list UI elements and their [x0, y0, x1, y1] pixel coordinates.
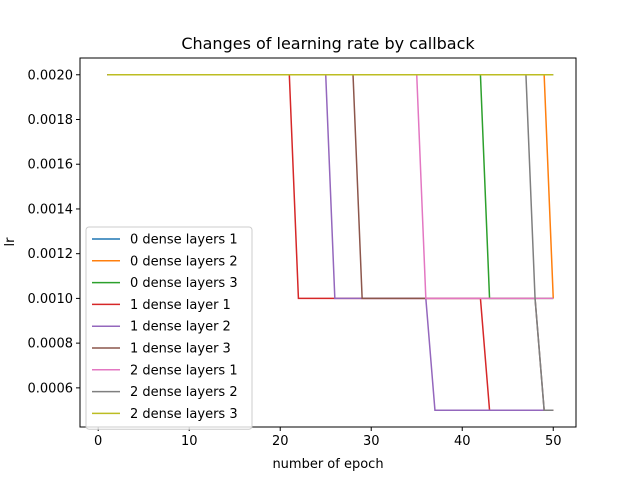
y-tick-label: 0.0012	[28, 247, 74, 262]
x-axis-label: number of epoch	[272, 457, 383, 472]
legend: 0 dense layers 1 0 dense layers 2 0 dense …	[85, 226, 253, 430]
legend-label: 1 dense layer 3	[130, 342, 231, 357]
y-axis: 0.0006 0.0008 0.0010 0.0012 0.0014 0.0016 0.00…	[28, 68, 80, 396]
y-tick-label: 0.0006	[28, 381, 74, 396]
legend-box	[85, 226, 253, 430]
y-tick-label: 0.0018	[28, 113, 74, 128]
plot-area	[107, 74, 554, 411]
legend-label: 0 dense layers 1	[130, 233, 238, 248]
y-tick-label: 0.0014	[28, 202, 74, 217]
legend-label: 0 dense layers 2	[130, 254, 238, 269]
legend-label: 2 dense layers 1	[130, 363, 238, 378]
chart-title: Changes of learning rate by callback	[181, 34, 475, 53]
x-tick-label: 20	[272, 434, 289, 449]
x-tick-label: 0	[94, 434, 102, 449]
y-tick-label: 0.0016	[28, 158, 74, 173]
x-tick-label: 30	[363, 434, 380, 449]
x-tick-label: 50	[545, 434, 562, 449]
y-tick-label: 0.0008	[28, 337, 74, 352]
x-tick-label: 40	[454, 434, 471, 449]
legend-label: 1 dense layer 1	[130, 298, 231, 313]
y-tick-label: 0.0010	[28, 292, 74, 307]
x-axis: 0 10 20 30 40 50	[94, 427, 562, 449]
legend-label: 0 dense layers 3	[130, 276, 238, 291]
legend-label: 2 dense layers 2	[130, 385, 238, 400]
legend-label: 1 dense layer 2	[130, 320, 231, 335]
axes-frame	[79, 57, 577, 428]
x-tick-label: 10	[181, 434, 198, 449]
y-axis-label: lr	[3, 237, 18, 247]
y-tick-label: 0.0020	[28, 68, 74, 83]
legend-label: 2 dense layers 3	[130, 407, 238, 422]
